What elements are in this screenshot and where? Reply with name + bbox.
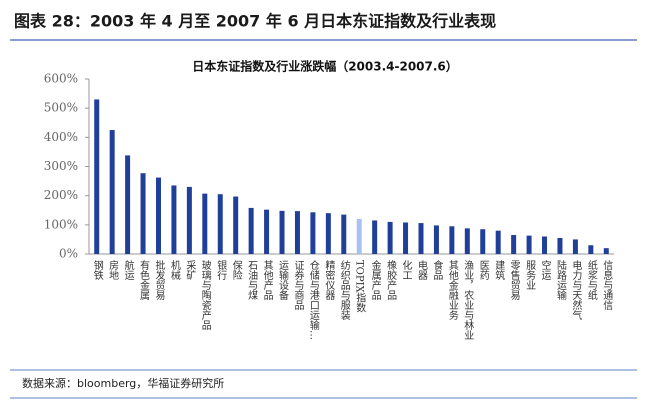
x-tick-label: 其他产品 (261, 260, 273, 301)
bar (449, 226, 455, 254)
y-tick-label: 600% (44, 72, 78, 86)
x-tick-label: 空运 (539, 259, 551, 281)
bar (202, 193, 208, 254)
x-tick-label: 医药 (477, 260, 489, 281)
bar (603, 248, 609, 254)
x-tick-label: 建筑 (493, 259, 505, 280)
bar (542, 236, 548, 254)
x-tick-label: 采矿 (184, 260, 196, 281)
x-tick-label: 信息与通信 (601, 260, 613, 311)
x-tick-label: 石油与煤 (246, 260, 258, 301)
bar (495, 230, 501, 254)
bar (233, 196, 239, 254)
x-tick-label: 航运 (122, 259, 134, 281)
x-tick-label: 精密仪器 (323, 259, 335, 301)
x-tick-label: 金属产品 (369, 259, 381, 301)
x-tick-label: 机械 (168, 259, 180, 281)
page-title: 图表 28：2003 年 4 月至 2007 年 6 月日本东证指数及行业表现 (14, 12, 496, 31)
bar (109, 130, 115, 254)
x-tick-label: 钢铁 (91, 259, 103, 281)
bar (140, 173, 146, 254)
bar (248, 207, 254, 254)
x-tick-label: 仓储与港口运输… (307, 259, 319, 340)
x-tick-label: 纺织品与服装 (338, 259, 350, 321)
bar (387, 221, 393, 254)
bar (125, 155, 131, 254)
bar (279, 210, 285, 254)
x-tick-label: 服务业 (524, 260, 536, 290)
bar (464, 228, 470, 254)
bar (294, 211, 300, 254)
bar (186, 186, 192, 254)
x-tick-label: 纸浆与纸 (585, 259, 597, 301)
x-tick-label: 有色金属 (138, 259, 150, 301)
x-tick-label: 证券与商品 (292, 260, 304, 311)
x-tick-label: 食品 (431, 259, 443, 281)
bar (480, 229, 486, 254)
bar (325, 213, 331, 254)
x-tick-label: 电力与天然气 (570, 259, 582, 320)
x-tick-label: 陆路运输 (554, 259, 566, 301)
source-note: 数据来源：bloomberg，华福证券研究所 (22, 376, 224, 390)
x-tick-label: 保险 (230, 259, 242, 281)
x-tick-label: 其他金融业务 (446, 260, 458, 321)
bar (155, 177, 161, 254)
bar (356, 219, 362, 254)
bar (217, 194, 223, 254)
bar (372, 220, 378, 254)
x-tick-label: 橡胶产品 (385, 259, 397, 301)
x-tick-label: 零售贸易 (508, 260, 520, 301)
x-tick-label: 化工 (400, 259, 412, 280)
x-tick-label: 玻璃与陶瓷产品 (199, 259, 211, 331)
chart-title: 日本东证指数及行业涨跌幅（2003.4-2007.6） (192, 59, 458, 74)
x-tick-label: 银行 (215, 259, 227, 281)
x-tick-label: TOPIX指数 (354, 260, 366, 313)
bar (171, 185, 177, 254)
x-tick-label: 运输设备 (277, 260, 289, 301)
y-tick-label: 300% (44, 159, 78, 173)
bar (588, 245, 594, 254)
y-tick-label: 0% (59, 247, 78, 261)
bar (264, 209, 270, 254)
y-tick-label: 400% (44, 130, 78, 144)
x-tick-label: 批发贸易 (153, 259, 165, 301)
y-tick-label: 500% (44, 101, 78, 115)
bar (433, 225, 439, 254)
bar (403, 222, 409, 254)
x-tick-label: 房地 (107, 259, 119, 280)
bar (341, 214, 347, 254)
bar (418, 223, 424, 254)
bar (94, 99, 100, 255)
y-tick-label: 100% (44, 217, 78, 231)
x-tick-label: 渔业，农业与林业 (462, 260, 474, 340)
bar (557, 237, 563, 254)
bar (511, 235, 517, 254)
x-tick-label: 电器 (415, 259, 427, 281)
bar (526, 235, 532, 254)
bar (572, 239, 578, 254)
bar (310, 212, 316, 254)
y-tick-label: 200% (44, 188, 78, 202)
